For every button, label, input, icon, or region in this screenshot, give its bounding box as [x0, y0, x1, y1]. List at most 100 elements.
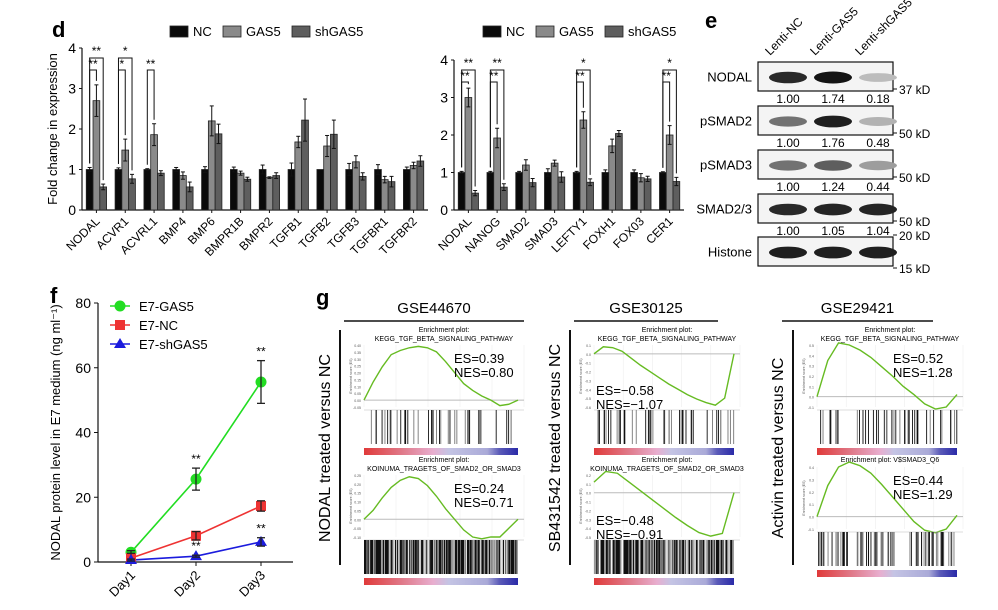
es-tick-label: 0.20	[354, 372, 361, 376]
nes-value: NES=0.71	[454, 495, 514, 510]
es-tick-label: -0.4	[585, 527, 591, 531]
panel-label-d: d	[52, 17, 65, 42]
blot-row-label: Histone	[708, 245, 752, 260]
es-tick-label: -0.4	[585, 388, 591, 392]
es-tick-label: 0.1	[586, 344, 591, 348]
y-tick-label: 0	[83, 554, 91, 570]
bar	[665, 134, 674, 211]
blot-band	[769, 246, 807, 259]
y-tick-label: 1	[68, 162, 76, 178]
es-value: ES=0.44	[893, 473, 943, 488]
y-tick-label: 3	[440, 90, 448, 106]
bar	[486, 172, 495, 211]
legend-marker	[114, 338, 126, 348]
band-quantification: 0.18	[866, 92, 890, 106]
panel-label-g: g	[316, 285, 329, 310]
rank-metric-bar	[364, 578, 518, 585]
es-tick-label: 0.0	[809, 396, 814, 400]
es-axis-title: Enrichment score (ES)	[579, 358, 583, 393]
enrichment-curve	[816, 342, 958, 410]
legend-swatch	[291, 25, 311, 38]
lane-label: Lenti-NC	[762, 15, 806, 59]
significance-label: *	[123, 44, 128, 58]
significance-label: *	[667, 56, 672, 70]
nes-value: NES=−1.07	[596, 397, 663, 412]
nes-value: NES=−0.91	[596, 527, 663, 542]
legend-label: E7-shGAS5	[139, 337, 208, 352]
bar-chart-d-right: 01234NODAL****NANOG****SMAD2SMAD3LEFTY1*…	[435, 24, 684, 255]
es-tick-label: 0.05	[354, 509, 361, 513]
es-tick-label: 0.3	[809, 365, 814, 369]
y-axis-title: Fold change in expression	[45, 53, 60, 205]
es-tick-label: 0.10	[354, 501, 361, 505]
bar	[85, 169, 94, 211]
es-value: ES=−0.58	[596, 383, 654, 398]
mw-marker: 20 kD	[899, 229, 931, 243]
rank-metric-bar	[817, 448, 957, 455]
blot-band	[859, 117, 897, 126]
bar	[265, 177, 274, 211]
legend-label: shGAS5	[628, 24, 676, 39]
bar	[358, 175, 367, 211]
es-tick-label: -0.5	[585, 397, 591, 401]
rank-metric-bar	[817, 570, 957, 577]
significance-label: **	[191, 539, 201, 553]
es-tick-label: 0.10	[354, 385, 361, 389]
y-tick-label: 80	[75, 295, 91, 311]
blot-band	[814, 246, 852, 259]
legend-swatch	[169, 25, 189, 38]
significance-label: **	[191, 452, 201, 466]
legend-label: NC	[193, 24, 212, 39]
bar	[659, 172, 667, 211]
es-tick-label: 0.05	[354, 392, 361, 396]
es-tick-label: 0.15	[354, 378, 361, 382]
enrichment-curve	[363, 345, 519, 407]
rank-metric-bar	[594, 448, 734, 455]
bar	[172, 169, 180, 211]
significance-bracket-inner	[662, 81, 671, 168]
es-tick-label: 0.5	[809, 344, 814, 348]
bar	[643, 178, 652, 211]
bar	[409, 165, 418, 211]
blot-band	[769, 160, 807, 171]
bar	[608, 145, 616, 211]
bar	[99, 186, 107, 211]
es-tick-label: 0.25	[354, 474, 361, 478]
band-quantification: 1.76	[821, 136, 845, 150]
significance-label: **	[88, 57, 98, 71]
bar	[464, 97, 473, 211]
comparison-label: SB431542 treated versus NC	[547, 344, 564, 552]
es-value: ES=0.52	[893, 351, 943, 366]
band-quantification: 1.00	[776, 180, 800, 194]
es-tick-label: -0.1	[585, 501, 591, 505]
bar	[550, 162, 559, 211]
legend-label: E7-GAS5	[139, 299, 194, 314]
mw-marker: 37 kD	[899, 83, 931, 97]
es-tick-label: 0.1	[809, 503, 814, 507]
bar	[572, 172, 581, 211]
blot-band	[859, 160, 897, 171]
significance-bracket-inner	[89, 69, 97, 164]
es-tick-label: 0.0	[809, 516, 814, 520]
x-tick-label: BMP4	[156, 214, 189, 247]
nes-value: NES=0.80	[454, 365, 514, 380]
es-value: ES=0.39	[454, 351, 504, 366]
band-quantification: 1.00	[776, 92, 800, 106]
line-chart-f: 0 20 40 60 80 NODAL protein level in E7 mediu…	[48, 295, 293, 600]
es-tick-label: -0.1	[808, 528, 814, 532]
bar	[601, 172, 610, 211]
y-tick-label: 4	[440, 52, 448, 68]
series-line	[130, 381, 262, 553]
plot-subtitle: KEGG_TGF_BETA_SIGNALING_PATHWAY	[821, 336, 960, 343]
x-tick-label: CER1	[643, 214, 676, 247]
plot-title: Enrichment plot:	[419, 457, 470, 464]
significance-label: **	[92, 44, 102, 58]
legend-label: GAS5	[559, 24, 594, 39]
band-quantification: 1.74	[821, 92, 845, 106]
significance-label: *	[120, 57, 125, 71]
es-tick-label: -0.1	[808, 406, 814, 410]
es-tick-label: 0.4	[809, 466, 814, 470]
y-tick-label: 2	[68, 121, 76, 137]
es-value: ES=0.24	[454, 481, 504, 496]
